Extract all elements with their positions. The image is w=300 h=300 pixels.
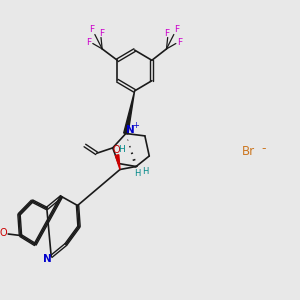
Text: +: + xyxy=(132,122,139,130)
Text: N: N xyxy=(43,254,52,265)
Polygon shape xyxy=(115,155,120,170)
Text: -: - xyxy=(261,142,266,155)
Text: H: H xyxy=(134,169,141,178)
Text: N: N xyxy=(126,125,135,135)
Text: F: F xyxy=(174,25,179,34)
Text: H: H xyxy=(142,167,148,176)
Polygon shape xyxy=(124,91,135,134)
Text: F: F xyxy=(177,38,182,47)
Text: F: F xyxy=(89,25,94,34)
Text: F: F xyxy=(164,29,169,38)
Text: Br: Br xyxy=(242,145,255,158)
Text: O: O xyxy=(0,228,7,238)
Text: O: O xyxy=(113,145,120,155)
Text: F: F xyxy=(86,38,91,47)
Text: H: H xyxy=(118,145,125,154)
Text: F: F xyxy=(99,29,104,38)
